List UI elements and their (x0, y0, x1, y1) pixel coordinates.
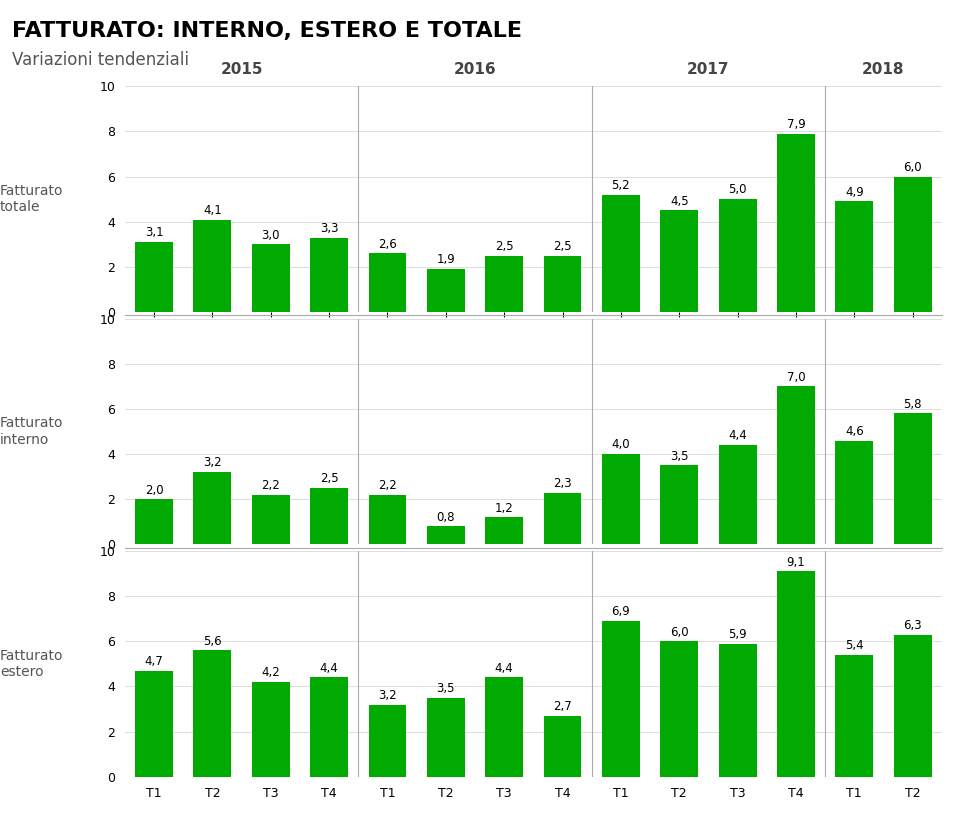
Bar (193, 472, 232, 544)
Text: 2,3: 2,3 (554, 477, 572, 490)
Bar (776, 134, 815, 312)
Text: 7,9: 7,9 (786, 118, 805, 131)
Text: Variazioni tendenziali: Variazioni tendenziali (12, 51, 188, 69)
Text: Fatturato
estero: Fatturato estero (0, 649, 63, 679)
Text: 4,1: 4,1 (203, 204, 222, 217)
Text: 3,2: 3,2 (379, 689, 397, 702)
Bar (252, 244, 290, 312)
Text: 1,2: 1,2 (495, 501, 513, 515)
Bar (835, 655, 874, 777)
Bar (427, 698, 465, 777)
Text: 4,4: 4,4 (320, 662, 338, 675)
Text: 5,0: 5,0 (728, 183, 747, 196)
Bar (427, 269, 465, 312)
Bar (310, 238, 348, 312)
Bar (776, 386, 815, 544)
Bar (835, 201, 874, 312)
Bar (485, 256, 523, 312)
Text: 4,0: 4,0 (611, 438, 630, 451)
Bar (252, 682, 290, 777)
Text: 4,6: 4,6 (845, 425, 864, 438)
Text: 2,2: 2,2 (261, 479, 281, 492)
Bar (719, 644, 756, 777)
Text: 2,5: 2,5 (554, 240, 572, 253)
Bar (544, 716, 581, 777)
Text: 6,9: 6,9 (611, 605, 630, 618)
Bar (544, 492, 581, 544)
Text: 3,5: 3,5 (670, 450, 688, 463)
Bar (602, 454, 640, 544)
Bar (894, 413, 931, 544)
Text: 5,4: 5,4 (845, 640, 864, 652)
Text: 0,8: 0,8 (436, 510, 456, 524)
Bar (193, 219, 232, 312)
Text: 3,1: 3,1 (145, 226, 163, 239)
Text: 2,6: 2,6 (378, 238, 397, 251)
Bar (602, 195, 640, 312)
Text: 6,3: 6,3 (903, 619, 922, 632)
Text: 2,0: 2,0 (145, 483, 163, 496)
Bar (193, 650, 232, 777)
Bar (894, 177, 931, 312)
Bar (427, 526, 465, 544)
Bar (719, 199, 756, 312)
Bar (894, 635, 931, 777)
Bar (660, 210, 699, 312)
Text: 4,9: 4,9 (845, 186, 864, 199)
Bar (544, 256, 581, 312)
Text: 5,8: 5,8 (903, 398, 922, 411)
Text: 3,2: 3,2 (203, 456, 222, 469)
Bar (835, 441, 874, 544)
Text: Fatturato
totale: Fatturato totale (0, 184, 63, 215)
Bar (310, 488, 348, 544)
Text: 3,3: 3,3 (320, 222, 338, 235)
Bar (252, 495, 290, 544)
Text: 5,6: 5,6 (203, 635, 222, 648)
Text: 4,4: 4,4 (728, 429, 747, 442)
Text: 1,9: 1,9 (436, 253, 456, 266)
Text: 5,2: 5,2 (611, 179, 630, 192)
Text: 2,5: 2,5 (320, 473, 338, 485)
Bar (660, 465, 699, 544)
Text: FATTURATO: INTERNO, ESTERO E TOTALE: FATTURATO: INTERNO, ESTERO E TOTALE (12, 21, 522, 40)
Text: 4,5: 4,5 (670, 195, 688, 208)
Bar (660, 641, 699, 777)
Bar (368, 495, 407, 544)
Text: 9,1: 9,1 (786, 556, 805, 569)
Bar (368, 704, 407, 777)
Bar (136, 242, 173, 312)
Text: 7,0: 7,0 (787, 371, 805, 384)
Bar (776, 571, 815, 777)
Bar (310, 677, 348, 777)
Text: 6,0: 6,0 (903, 161, 922, 174)
Text: Fatturato
interno: Fatturato interno (0, 417, 63, 446)
Text: 3,5: 3,5 (436, 682, 456, 695)
Text: 2,7: 2,7 (554, 700, 572, 713)
Text: 4,7: 4,7 (145, 655, 163, 668)
Bar (485, 677, 523, 777)
Bar (719, 445, 756, 544)
Text: 4,4: 4,4 (495, 662, 513, 675)
Text: 2,5: 2,5 (495, 240, 513, 253)
Bar (136, 499, 173, 544)
Bar (368, 253, 407, 312)
Text: 4,2: 4,2 (261, 667, 281, 679)
Bar (602, 621, 640, 777)
Text: 6,0: 6,0 (670, 626, 688, 639)
Text: 5,9: 5,9 (728, 628, 747, 641)
Bar (485, 517, 523, 544)
Text: 3,0: 3,0 (261, 229, 280, 242)
Bar (136, 671, 173, 777)
Text: 2,2: 2,2 (378, 479, 397, 492)
